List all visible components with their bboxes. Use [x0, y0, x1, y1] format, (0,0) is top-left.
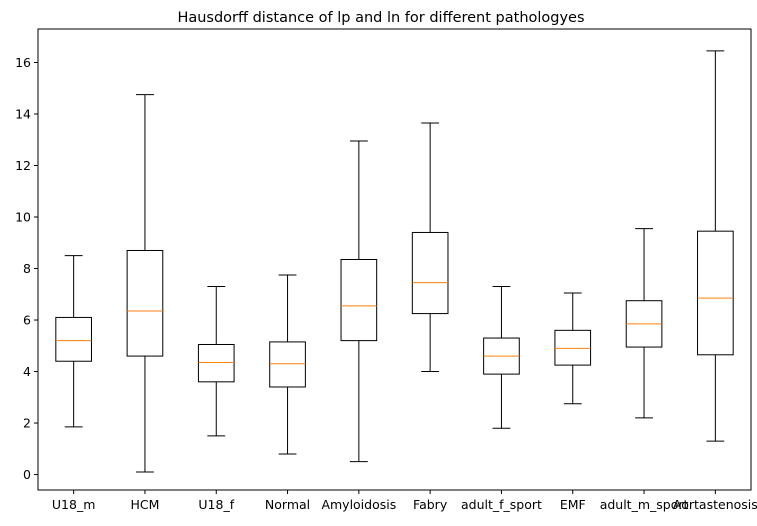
plot-area: 0 2 4 6 8 10 12 14 16 U18_m HCM U18_f Normal Amyloido…: [15, 50, 757, 512]
box: [340, 259, 378, 342]
y-tick-label: 6: [23, 313, 31, 328]
x-tick-label: U18_m: [52, 497, 95, 512]
x-tick-label: Amyloidosis: [321, 497, 396, 512]
box: [411, 231, 449, 315]
plot-frame: [37, 28, 752, 491]
x-tick-label: adult_m_sport: [600, 497, 689, 512]
y-tick-label: 12: [15, 158, 31, 173]
y-tick-label: 16: [15, 55, 31, 70]
y-tick-label: 4: [23, 364, 31, 379]
x-tick-label: HCM: [130, 497, 159, 512]
box: [554, 329, 592, 366]
box: [697, 230, 734, 356]
box: [126, 249, 164, 357]
x-tick-label: Fabry: [413, 497, 448, 512]
x-tick-label: EMF: [560, 497, 586, 512]
chart-title: Hausdorff distance of lp and ln for diff…: [177, 10, 584, 26]
box: [55, 316, 92, 362]
x-tick-label: Aortastenosis: [673, 497, 757, 512]
x-tick-label: adult_f_sport: [461, 497, 542, 512]
y-tick-label: 10: [15, 210, 31, 225]
y-tick-label: 2: [23, 416, 31, 431]
y-tick-label: 14: [15, 106, 31, 121]
y-tick-label: 8: [23, 261, 31, 276]
box: [269, 341, 306, 388]
box: [197, 343, 235, 383]
y-tick-label: 0: [23, 467, 31, 482]
x-tick-label: Normal: [265, 497, 310, 512]
x-tick-label: U18_f: [198, 497, 234, 512]
